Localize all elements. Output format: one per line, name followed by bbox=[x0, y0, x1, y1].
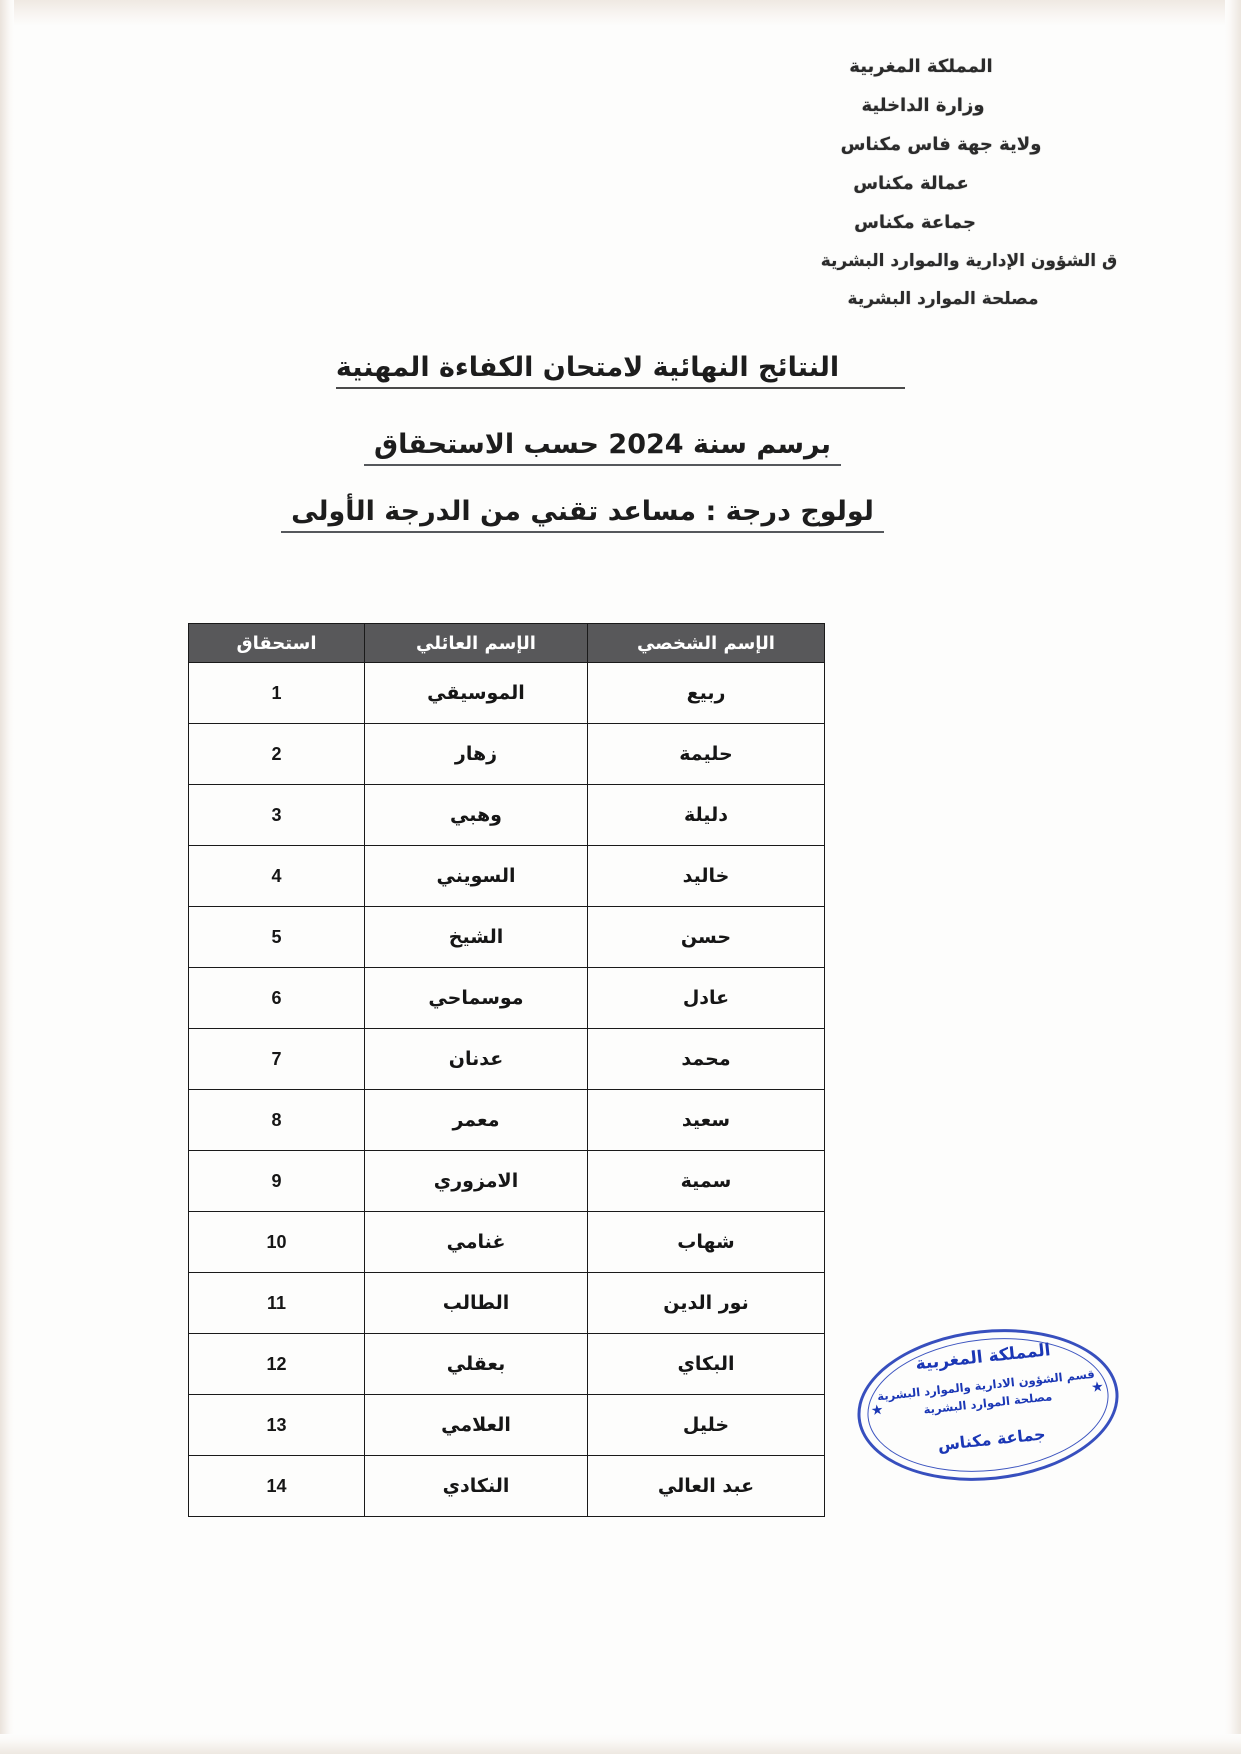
table-head: الإسم الشخصي الإسم العائلي استحقاق bbox=[188, 623, 825, 663]
cell-rank: 10 bbox=[188, 1211, 365, 1273]
table-row: عبد العالي النكادي 14 bbox=[188, 1455, 825, 1517]
cell-first-name: محمد bbox=[587, 1028, 825, 1090]
stamp-star-left-icon: ★ bbox=[870, 1401, 885, 1420]
scan-edge-bottom bbox=[0, 1734, 1241, 1754]
table-row: حليمة زهار 2 bbox=[188, 723, 825, 785]
cell-rank: 5 bbox=[188, 906, 365, 968]
cell-rank: 11 bbox=[188, 1272, 365, 1334]
cell-rank: 7 bbox=[188, 1028, 365, 1090]
cell-family-name: عدنان bbox=[364, 1028, 588, 1090]
stamp-text-department: قسم الشؤون الادارية والموارد البشرية bbox=[876, 1366, 1096, 1404]
column-header-rank: استحقاق bbox=[188, 623, 365, 663]
stamp-inner-ring bbox=[860, 1326, 1116, 1484]
cell-first-name: خليل bbox=[587, 1394, 825, 1456]
table-header-row: الإسم الشخصي الإسم العائلي استحقاق bbox=[188, 623, 825, 663]
table-row: سعيد معمر 8 bbox=[188, 1089, 825, 1151]
cell-family-name: معمر bbox=[364, 1089, 588, 1151]
results-table-container: الإسم الشخصي الإسم العائلي استحقاق ربيع ا… bbox=[188, 623, 825, 1517]
cell-family-name: الشيخ bbox=[364, 906, 588, 968]
cell-family-name: الموسيقي bbox=[364, 662, 588, 724]
cell-first-name: نور الدين bbox=[587, 1272, 825, 1334]
letterhead-line-region: ولاية جهة فاس مكناس bbox=[840, 134, 1042, 155]
cell-first-name: دليلة bbox=[587, 784, 825, 846]
cell-rank: 6 bbox=[188, 967, 365, 1029]
cell-rank: 9 bbox=[188, 1150, 365, 1212]
table-row: نور الدين الطالب 11 bbox=[188, 1272, 825, 1334]
title-line-results: النتائج النهائية لامتحان الكفاءة المهنية bbox=[335, 352, 906, 389]
cell-rank: 1 bbox=[188, 662, 365, 724]
cell-family-name: النكادي bbox=[364, 1455, 588, 1517]
stamp-star-right-icon: ★ bbox=[1090, 1378, 1105, 1397]
cell-first-name: حسن bbox=[587, 906, 825, 968]
cell-rank: 2 bbox=[188, 723, 365, 785]
letterhead-line-ministry: وزارة الداخلية bbox=[861, 95, 985, 116]
scan-edge-right bbox=[1225, 0, 1241, 1754]
scan-edge-left bbox=[0, 0, 14, 1754]
cell-family-name: السويني bbox=[364, 845, 588, 907]
letterhead-line-service: مصلحة الموارد البشرية bbox=[847, 289, 1039, 309]
cell-family-name: الامزوري bbox=[364, 1150, 588, 1212]
cell-family-name: الطالب bbox=[364, 1272, 588, 1334]
cell-rank: 4 bbox=[188, 845, 365, 907]
stamp-text-kingdom: المملكة المغربية bbox=[914, 1340, 1052, 1375]
cell-family-name: غنامي bbox=[364, 1211, 588, 1273]
letterhead-line-commune: جماعة مكناس bbox=[854, 212, 976, 233]
cell-family-name: وهبي bbox=[364, 784, 588, 846]
cell-first-name: البكاي bbox=[587, 1333, 825, 1395]
table-row: محمد عدنان 7 bbox=[188, 1028, 825, 1090]
cell-family-name: موسماحي bbox=[364, 967, 588, 1029]
table-row: خليل العلامي 13 bbox=[188, 1394, 825, 1456]
cell-first-name: عادل bbox=[587, 967, 825, 1029]
table-row: حسن الشيخ 5 bbox=[188, 906, 825, 968]
table-row: البكاي بعقلي 12 bbox=[188, 1333, 825, 1395]
cell-family-name: زهار bbox=[364, 723, 588, 785]
cell-rank: 3 bbox=[188, 784, 365, 846]
cell-first-name: خاليد bbox=[587, 845, 825, 907]
cell-rank: 12 bbox=[188, 1333, 365, 1395]
table-row: عادل موسماحي 6 bbox=[188, 967, 825, 1029]
cell-first-name: سعيد bbox=[587, 1089, 825, 1151]
cell-first-name: حليمة bbox=[587, 723, 825, 785]
letterhead-line-department: ق الشؤون الإدارية والموارد البشرية bbox=[820, 251, 1118, 271]
table-body: ربيع الموسيقي 1 حليمة زهار 2 دليلة وهبي 3 خاليد ال… bbox=[188, 662, 825, 1517]
stamp-text-service: مصلحة الموارد البشرية bbox=[922, 1389, 1053, 1417]
column-header-first-name: الإسم الشخصي bbox=[587, 623, 825, 663]
table-row: شهاب غنامي 10 bbox=[188, 1211, 825, 1273]
letterhead-line-province: عمالة مكناس bbox=[853, 173, 969, 194]
cell-family-name: العلامي bbox=[364, 1394, 588, 1456]
table-row: خاليد السويني 4 bbox=[188, 845, 825, 907]
letterhead: المملكة المغربية وزارة الداخلية ولاية جه… bbox=[713, 58, 1133, 329]
cell-rank: 14 bbox=[188, 1455, 365, 1517]
results-table: الإسم الشخصي الإسم العائلي استحقاق ربيع ا… bbox=[188, 623, 825, 1517]
cell-first-name: ربيع bbox=[587, 662, 825, 724]
table-row: ربيع الموسيقي 1 bbox=[188, 662, 825, 724]
cell-rank: 13 bbox=[188, 1394, 365, 1456]
document-title: النتائج النهائية لامتحان الكفاءة المهنية… bbox=[120, 352, 1121, 533]
table-row: دليلة وهبي 3 bbox=[188, 784, 825, 846]
cell-rank: 8 bbox=[188, 1089, 365, 1151]
stamp-text-commune: جماعة مكناس bbox=[936, 1424, 1047, 1455]
official-stamp: ★ ★ المملكة المغربية قسم الشؤون الادارية… bbox=[849, 1316, 1127, 1494]
cell-first-name: عبد العالي bbox=[587, 1455, 825, 1517]
letterhead-line-kingdom: المملكة المغربية bbox=[849, 56, 993, 77]
title-line-year: برسم سنة 2024 حسب الاستحقاق bbox=[364, 429, 841, 466]
title-line-grade: لولوج درجة : مساعد تقني من الدرجة الأولى bbox=[281, 496, 884, 533]
scan-edge-top bbox=[0, 0, 1241, 26]
cell-first-name: شهاب bbox=[587, 1211, 825, 1273]
cell-first-name: سمية bbox=[587, 1150, 825, 1212]
column-header-family-name: الإسم العائلي bbox=[364, 623, 588, 663]
table-row: سمية الامزوري 9 bbox=[188, 1150, 825, 1212]
cell-family-name: بعقلي bbox=[364, 1333, 588, 1395]
stamp-outer-ring bbox=[849, 1316, 1127, 1494]
